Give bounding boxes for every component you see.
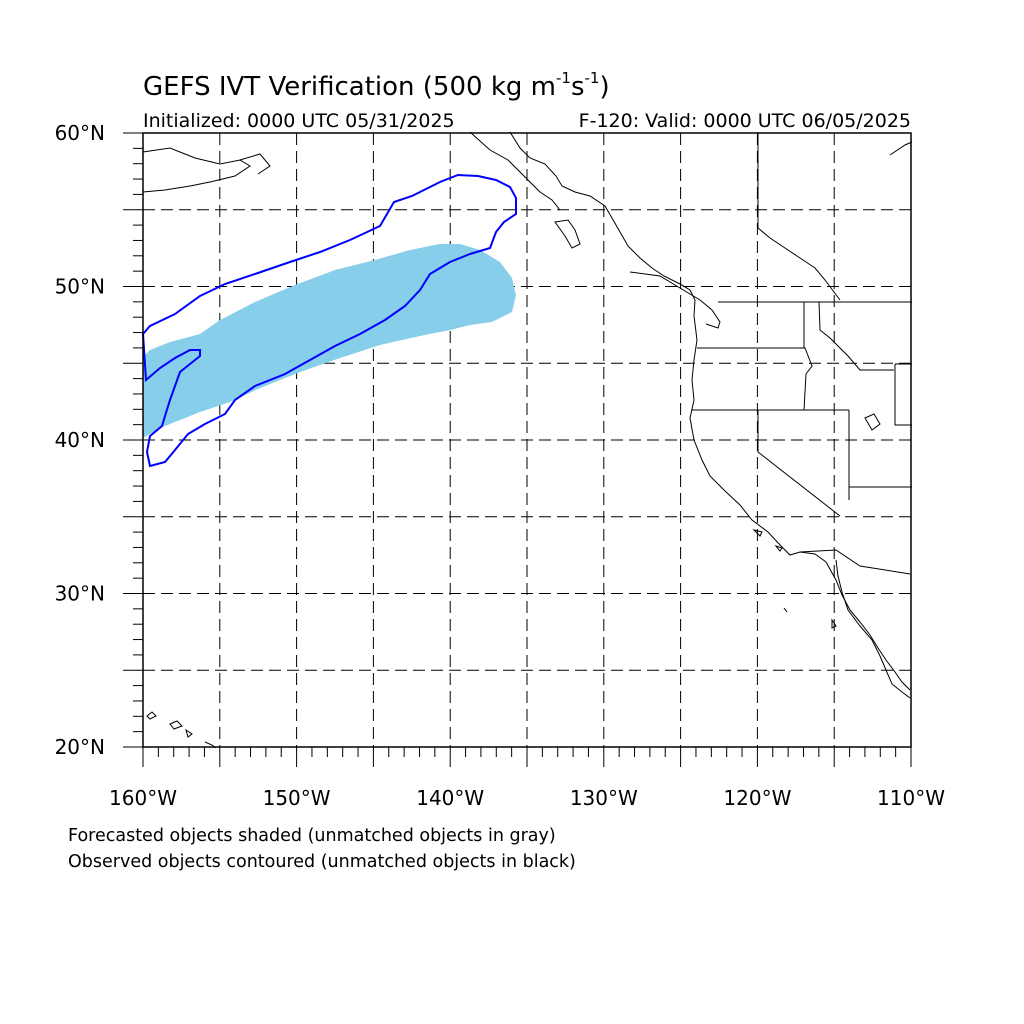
valid-time: F-120: Valid: 0000 UTC 06/05/2025 bbox=[578, 110, 911, 132]
lon-tick-label: 130°W bbox=[570, 786, 638, 810]
lon-tick-label: 160°W bbox=[109, 786, 177, 810]
legend-forecast-note: Forecasted objects shaded (unmatched obj… bbox=[68, 826, 556, 846]
axis-tick-labels: 160°W 150°W 140°W 130°W 120°W 110°W 60°N 50°N 40… bbox=[55, 121, 946, 810]
legend-observed-note: Observed objects contoured (unmatched ob… bbox=[68, 852, 576, 872]
map-frame bbox=[123, 132, 912, 767]
observed-object-contour bbox=[141, 173, 517, 468]
lat-tick-label: 50°N bbox=[55, 275, 105, 299]
lat-tick-label: 30°N bbox=[55, 582, 105, 606]
lat-tick-label: 60°N bbox=[55, 121, 105, 145]
lon-tick-label: 120°W bbox=[723, 786, 791, 810]
forecast-object bbox=[143, 244, 516, 438]
lon-tick-label: 110°W bbox=[877, 786, 945, 810]
graticule bbox=[143, 133, 911, 747]
coastline bbox=[142, 131, 913, 749]
lon-tick-label: 140°W bbox=[416, 786, 484, 810]
lon-tick-label: 150°W bbox=[263, 786, 331, 810]
lat-tick-label: 20°N bbox=[55, 735, 105, 759]
map-title: GEFS IVT Verification (500 kg m-1s-1) bbox=[143, 69, 610, 103]
lat-tick-label: 40°N bbox=[55, 428, 105, 452]
initialized-time: Initialized: 0000 UTC 05/31/2025 bbox=[143, 110, 455, 132]
state-boundaries bbox=[692, 132, 912, 575]
